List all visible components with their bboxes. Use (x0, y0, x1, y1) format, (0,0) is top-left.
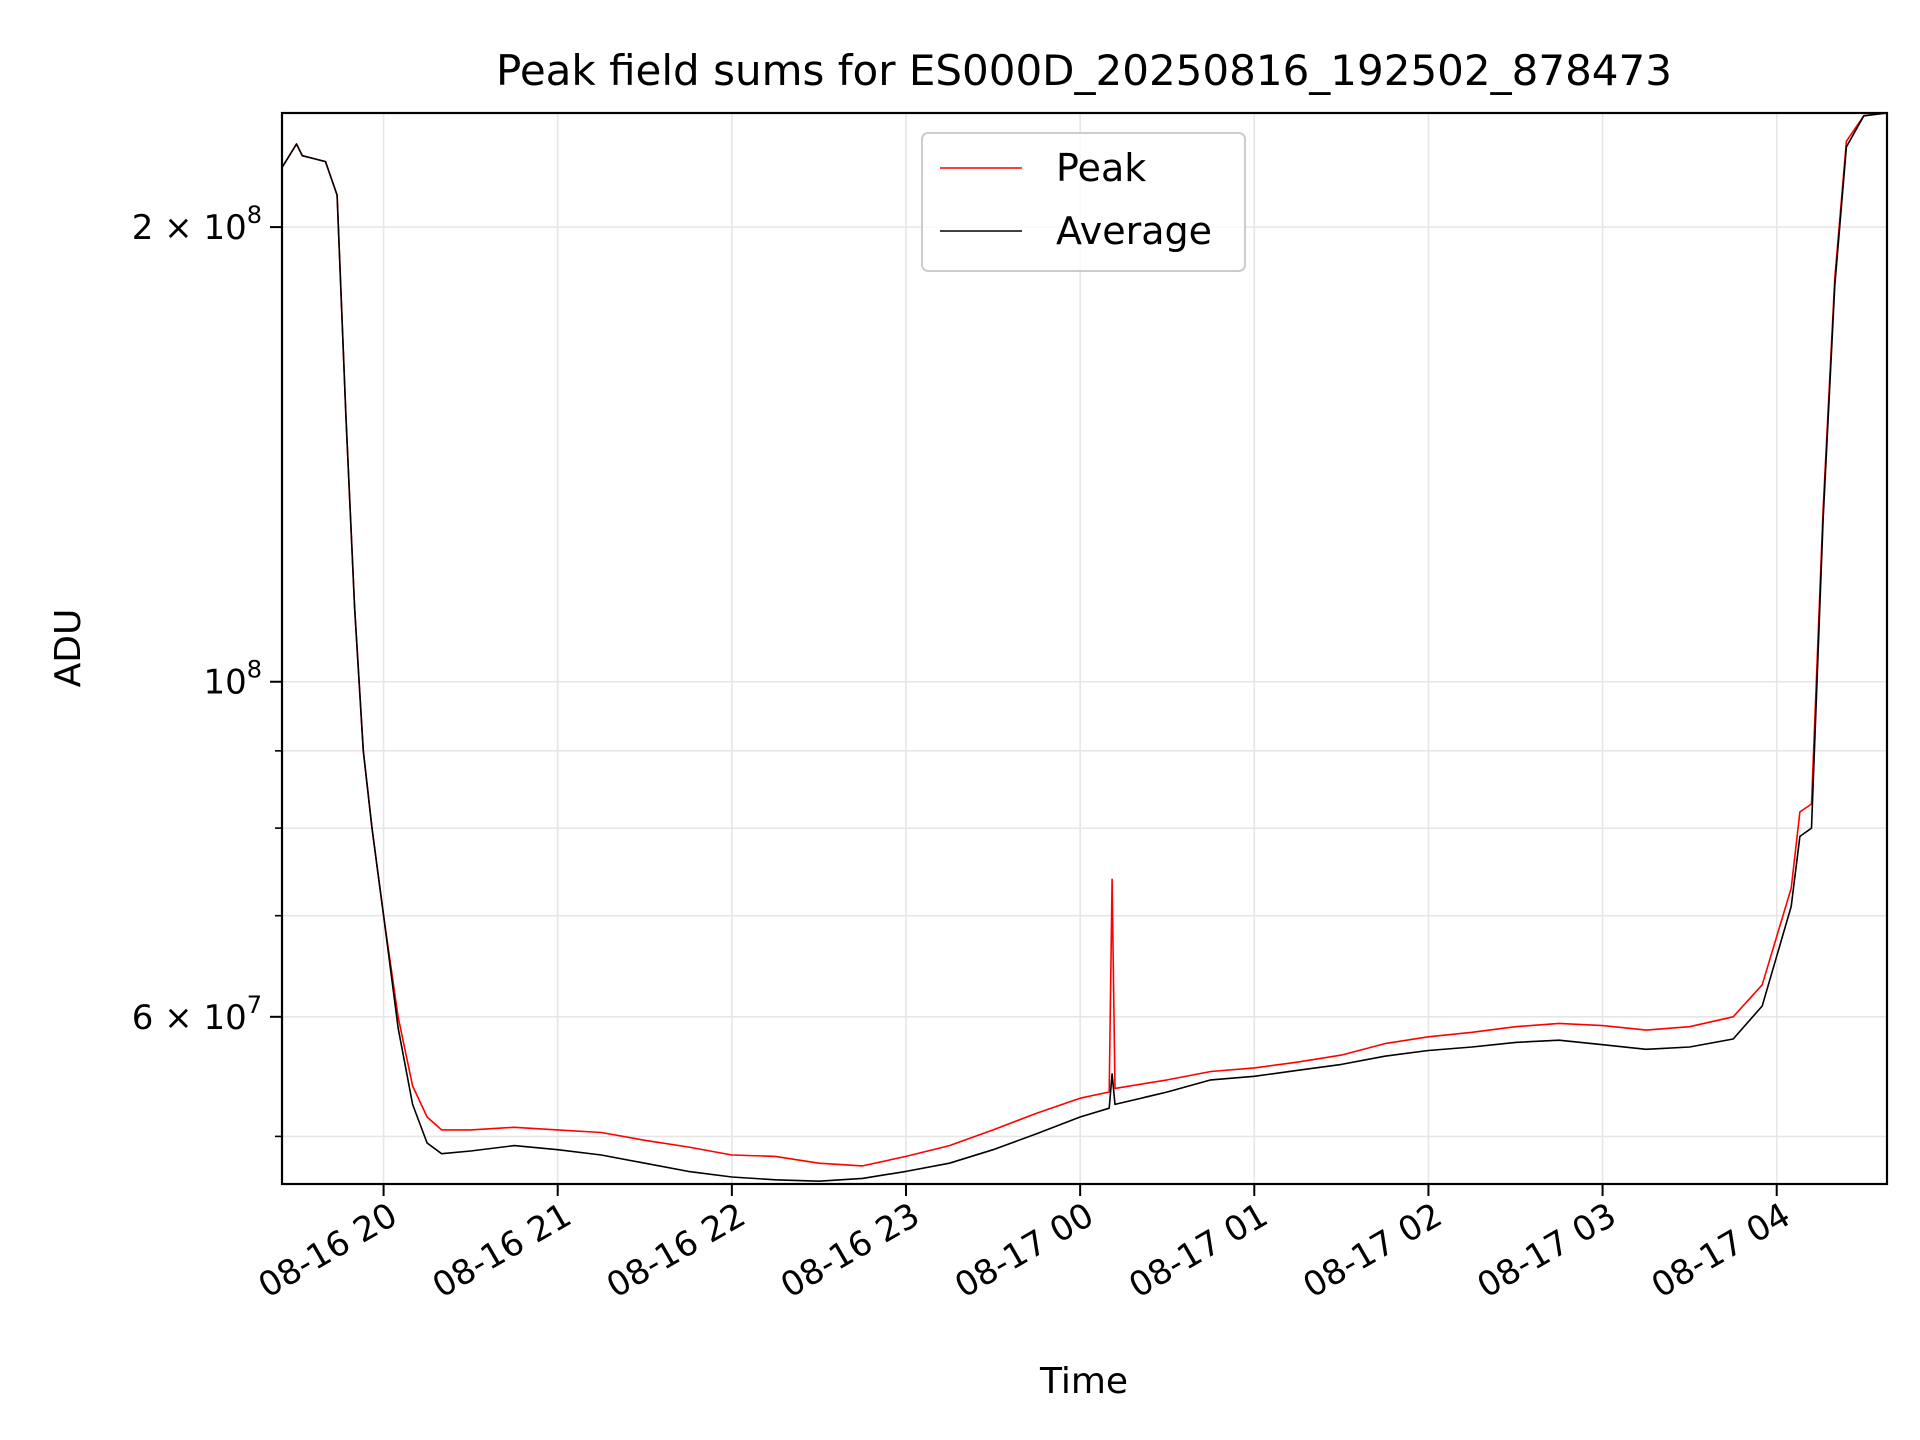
series-line-average (281, 112, 1888, 1182)
chart-title: Peak field sums for ES000D_20250816_1925… (496, 46, 1672, 95)
y-tick-label: 6 × 107 (132, 991, 262, 1038)
y-axis-label: ADU (48, 609, 89, 688)
legend-peak-label: Peak (1056, 146, 1146, 190)
x-axis-label: Time (1039, 1361, 1128, 1402)
y-axis: 2 × 108 108 6 × 107 (132, 201, 282, 1138)
series-lines (281, 112, 1888, 1182)
legend: Peak Average (921, 132, 1246, 272)
plot-frame (280, 111, 1889, 1186)
y-tick-label: 108 (203, 656, 262, 703)
legend-average-label: Average (1056, 209, 1212, 253)
y-tick-label: 2 × 108 (132, 201, 262, 248)
